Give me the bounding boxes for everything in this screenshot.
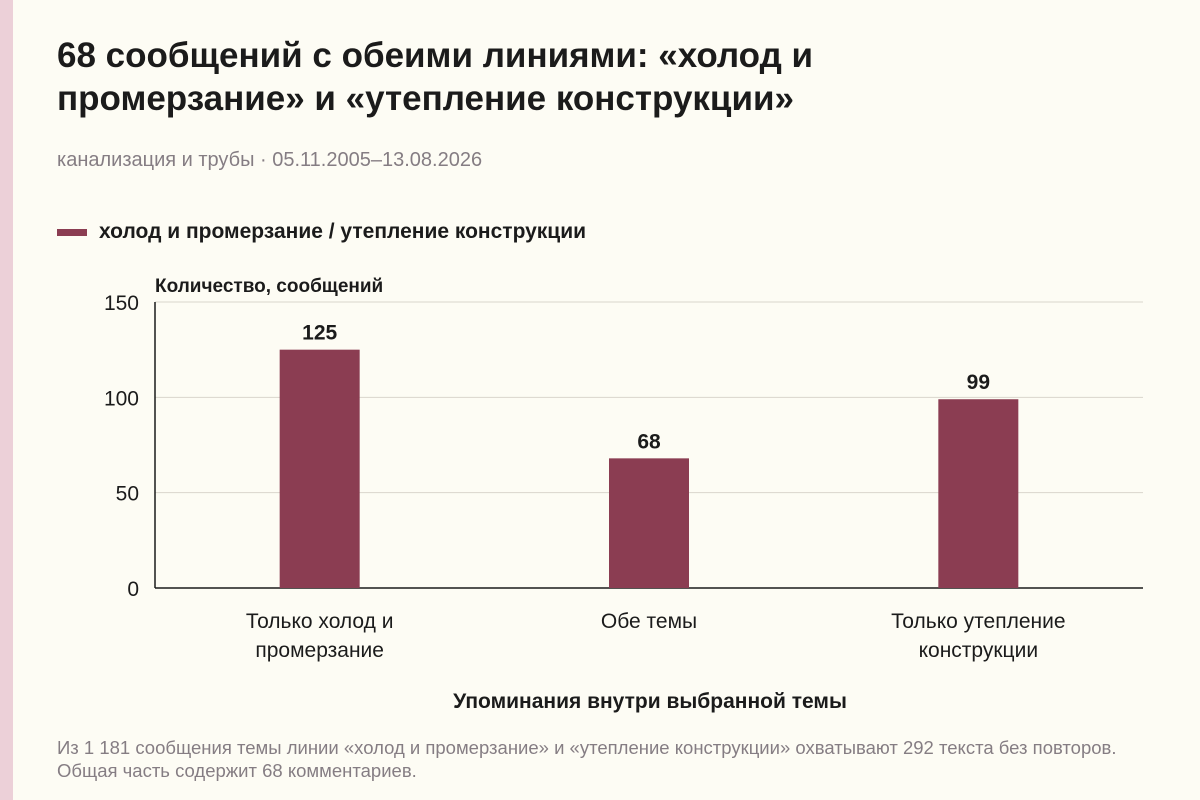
legend: холод и промерзание / утепление конструк… <box>57 218 586 246</box>
chart-title: 68 сообщений с обеими линиями: «холод и … <box>57 36 814 118</box>
x-tick-label-line: промерзание <box>255 639 384 662</box>
bar-value-label: 99 <box>967 371 990 394</box>
x-tick-label: Только утепление конструкции <box>891 610 1065 662</box>
y-tick-label: 150 <box>104 292 139 315</box>
bar <box>938 399 1019 588</box>
x-tick-label-line: конструкции <box>919 639 1038 662</box>
y-tick-label: 100 <box>104 387 139 410</box>
legend-label: холод и промерзание / утепление конструк… <box>99 220 587 243</box>
bar <box>609 458 689 588</box>
chart-subtitle: канализация и трубы · 05.11.2005–13.08.2… <box>57 149 483 171</box>
y-tick-label: 0 <box>127 578 139 601</box>
x-tick-label: Обе темы <box>601 610 697 633</box>
bar-value-label: 68 <box>637 430 661 453</box>
y-tick-label: 50 <box>116 483 139 506</box>
x-tick-label-line: Обе темы <box>601 610 697 633</box>
bar <box>279 349 360 588</box>
bar-chart: 0 50 100 150 Количество, сообщений 125 Только … <box>104 276 1143 713</box>
y-axis-label: Количество, сообщений <box>155 276 383 297</box>
footnote: Из 1 181 сообщения темы линии «холод и п… <box>57 737 1117 781</box>
x-tick-label-line: Только утепление <box>891 610 1065 633</box>
accent-stripe <box>0 0 13 800</box>
legend-swatch <box>57 228 87 236</box>
bar-value-label: 125 <box>302 322 337 345</box>
x-axis-label: Упоминания внутри выбранной темы <box>453 690 847 713</box>
x-tick-label: Только холод и промерзание <box>246 610 394 662</box>
x-tick-label-line: Только холод и <box>246 610 394 633</box>
